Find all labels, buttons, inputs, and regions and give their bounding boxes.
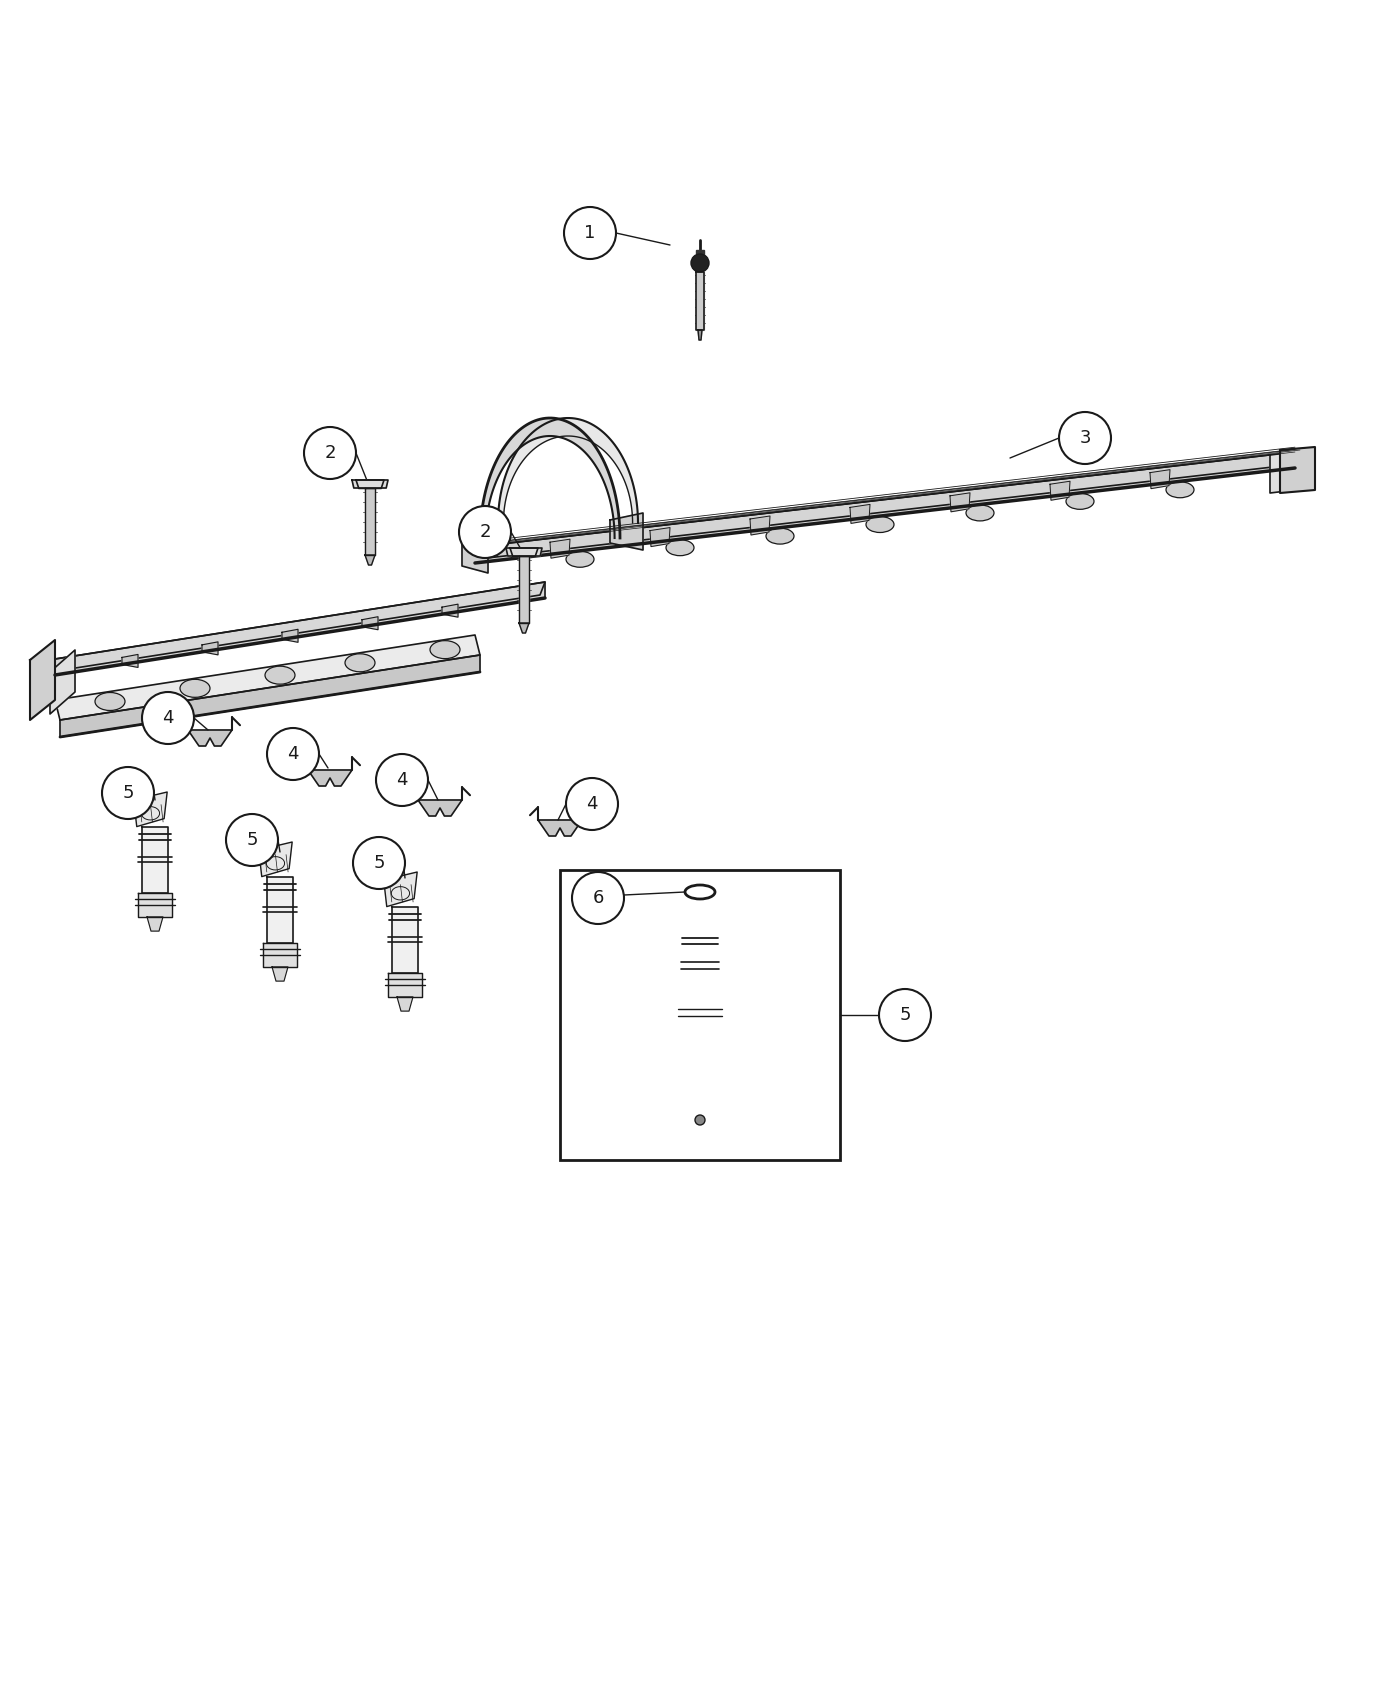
Text: 5: 5: [374, 853, 385, 872]
Text: 5: 5: [899, 1006, 911, 1023]
Polygon shape: [259, 842, 293, 877]
Text: 6: 6: [592, 889, 603, 908]
Ellipse shape: [566, 551, 594, 568]
Polygon shape: [392, 906, 419, 972]
Text: 4: 4: [396, 772, 407, 789]
Ellipse shape: [344, 654, 375, 672]
Text: 2: 2: [325, 444, 336, 462]
Polygon shape: [682, 1003, 720, 1028]
Circle shape: [353, 836, 405, 889]
Ellipse shape: [430, 641, 461, 658]
Polygon shape: [699, 330, 701, 340]
Polygon shape: [462, 536, 489, 573]
Polygon shape: [750, 517, 770, 536]
Polygon shape: [365, 488, 375, 554]
Polygon shape: [696, 250, 704, 253]
Polygon shape: [1050, 481, 1070, 500]
Circle shape: [692, 253, 708, 272]
Polygon shape: [696, 272, 704, 330]
Ellipse shape: [265, 666, 295, 683]
Circle shape: [377, 755, 428, 806]
Polygon shape: [1280, 447, 1315, 493]
Polygon shape: [676, 891, 714, 930]
Polygon shape: [951, 493, 970, 512]
Polygon shape: [141, 826, 168, 892]
Polygon shape: [388, 972, 423, 996]
Text: 4: 4: [587, 796, 598, 813]
Polygon shape: [470, 452, 1295, 559]
Polygon shape: [147, 916, 162, 932]
Circle shape: [459, 507, 511, 558]
Text: 5: 5: [122, 784, 134, 802]
Polygon shape: [365, 554, 375, 564]
Polygon shape: [266, 877, 294, 944]
Polygon shape: [384, 872, 417, 906]
Polygon shape: [356, 479, 384, 488]
Polygon shape: [510, 547, 538, 556]
Polygon shape: [610, 513, 643, 551]
Ellipse shape: [766, 529, 794, 544]
Circle shape: [564, 207, 616, 258]
Text: 5: 5: [246, 831, 258, 848]
Ellipse shape: [95, 692, 125, 711]
Polygon shape: [281, 629, 298, 643]
Circle shape: [225, 814, 279, 865]
Polygon shape: [1149, 469, 1170, 488]
Polygon shape: [55, 636, 480, 721]
Polygon shape: [122, 654, 139, 668]
Polygon shape: [202, 643, 218, 654]
Circle shape: [694, 1115, 706, 1125]
Polygon shape: [188, 729, 232, 746]
Polygon shape: [475, 452, 1295, 563]
Polygon shape: [692, 1028, 708, 1046]
Text: 4: 4: [162, 709, 174, 728]
Ellipse shape: [1166, 481, 1194, 498]
Polygon shape: [505, 547, 542, 556]
Text: 1: 1: [584, 224, 595, 241]
Polygon shape: [29, 639, 55, 721]
Polygon shape: [442, 604, 458, 617]
Ellipse shape: [867, 517, 895, 532]
Circle shape: [102, 767, 154, 819]
Polygon shape: [60, 654, 480, 738]
Polygon shape: [50, 581, 545, 672]
Polygon shape: [550, 539, 570, 558]
Polygon shape: [308, 770, 351, 785]
Polygon shape: [498, 418, 638, 524]
Polygon shape: [419, 801, 462, 816]
Polygon shape: [398, 996, 413, 1012]
Circle shape: [566, 779, 617, 830]
Polygon shape: [519, 556, 529, 622]
Polygon shape: [272, 967, 288, 981]
Text: 4: 4: [287, 745, 298, 763]
Ellipse shape: [966, 505, 994, 520]
Circle shape: [267, 728, 319, 780]
Polygon shape: [538, 819, 582, 836]
Polygon shape: [55, 581, 545, 675]
Polygon shape: [650, 527, 671, 547]
Circle shape: [1058, 411, 1112, 464]
Text: 3: 3: [1079, 428, 1091, 447]
Polygon shape: [363, 617, 378, 629]
Circle shape: [141, 692, 195, 745]
Ellipse shape: [1065, 493, 1093, 510]
Text: 2: 2: [479, 524, 491, 541]
Polygon shape: [1270, 452, 1295, 493]
Ellipse shape: [181, 680, 210, 697]
Polygon shape: [519, 622, 529, 632]
Polygon shape: [686, 930, 715, 1003]
Polygon shape: [263, 944, 297, 967]
Circle shape: [304, 427, 356, 479]
Bar: [560, 870, 840, 1159]
Polygon shape: [351, 479, 388, 488]
Polygon shape: [134, 792, 167, 826]
Polygon shape: [137, 892, 172, 916]
Circle shape: [879, 989, 931, 1040]
Polygon shape: [480, 418, 620, 537]
Ellipse shape: [666, 539, 694, 556]
Circle shape: [573, 872, 624, 925]
Polygon shape: [50, 649, 76, 714]
Polygon shape: [850, 505, 869, 524]
